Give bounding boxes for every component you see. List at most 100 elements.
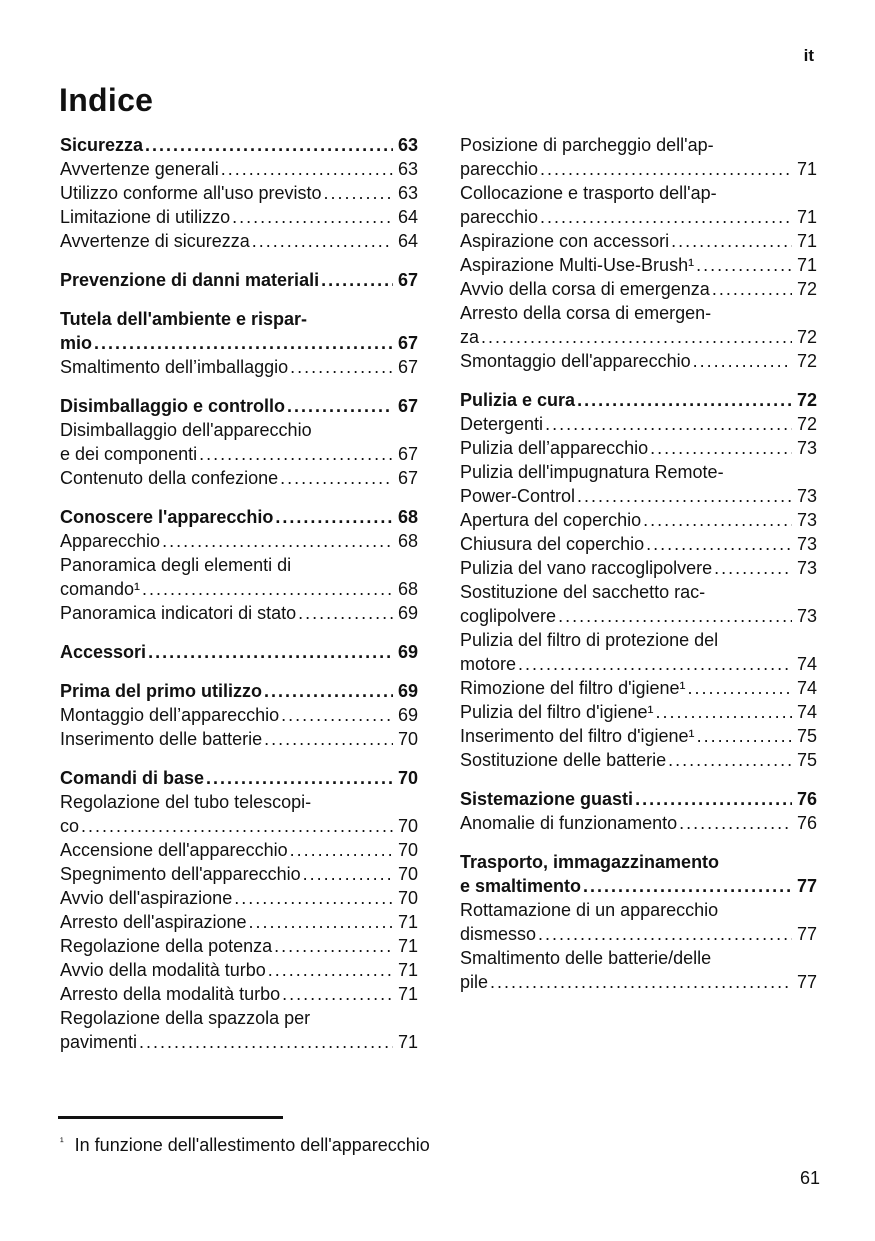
dot-leader [285, 394, 393, 418]
toc-entry-text: Arresto dell'aspirazione [60, 912, 247, 932]
page-title: Indice [59, 82, 154, 118]
toc-entry-line: Apertura del coperchio 73 [460, 508, 817, 532]
dot-leader [695, 724, 792, 748]
toc-entry-line: Accessori 69 [60, 640, 418, 664]
toc-page-number: 74 [796, 702, 817, 722]
toc-entry-line: comando¹ 68 [60, 577, 418, 601]
toc-section: Pulizia e cura72Detergenti72Pulizia dell… [460, 388, 817, 772]
toc-entry: Smaltimento dell’imballaggio 67 [60, 355, 418, 379]
toc-entry-line: Avvertenze di sicurezza 64 [60, 229, 418, 253]
toc-page-number: 63 [397, 135, 418, 155]
toc-entry-text: Arresto della corsa di emergen- [460, 303, 712, 323]
toc-entry-text: parecchio [460, 159, 539, 179]
dot-leader [247, 910, 393, 934]
dot-leader [79, 814, 393, 838]
toc-entry-text: Sostituzione del sacchetto rac- [460, 582, 706, 602]
toc-entry-line: parecchio 71 [460, 157, 817, 181]
toc-page-number: 67 [397, 468, 418, 488]
dot-leader [219, 157, 393, 181]
toc-entry-text: Pulizia del filtro di protezione del [460, 630, 719, 650]
toc-entry-line: Sostituzione delle batterie 75 [460, 748, 817, 772]
toc-page-number: 69 [397, 681, 418, 701]
toc-entry-text: Trasporto, immagazzinamento [460, 852, 720, 872]
dot-leader [575, 484, 792, 508]
dot-leader [296, 601, 393, 625]
toc-entry-text: comando¹ [60, 579, 141, 599]
toc-page-number: 71 [796, 159, 817, 179]
toc-section: Prima del primo utilizzo69Montaggio dell… [60, 679, 418, 751]
toc-entry-text: Regolazione della potenza [60, 936, 273, 956]
toc-entry-text: Prevenzione di danni materiali [60, 270, 320, 290]
toc-entry: Sostituzione delle batterie 75 [460, 748, 817, 772]
toc-page-number: 76 [796, 813, 817, 833]
toc-entry-line: Prima del primo utilizzo 69 [60, 679, 418, 703]
toc-entry: Pulizia dell’apparecchio 73 [460, 436, 817, 460]
toc-page-number: 72 [796, 279, 817, 299]
toc-page-number: 64 [397, 231, 418, 251]
toc-page-number: 77 [796, 924, 817, 944]
toc-entry: Utilizzo conforme all'uso previsto 63 [60, 181, 418, 205]
toc-entry-text: Aspirazione Multi-Use-Brush¹ [460, 255, 695, 275]
toc-page-number: 71 [397, 984, 418, 1004]
toc-entry-text: Pulizia del filtro d'igiene¹ [460, 702, 654, 722]
toc-page-number: 72 [796, 327, 817, 347]
toc-entry-line: Contenuto della confezione 67 [60, 466, 418, 490]
toc-entry: Smaltimento delle batterie/delle pile 77 [460, 946, 817, 994]
toc-entry-text: e dei componenti [60, 444, 198, 464]
toc-page-number: 64 [397, 207, 418, 227]
toc-entry-line: Pulizia dell’apparecchio 73 [460, 436, 817, 460]
toc-entry-text: Sicurezza [60, 135, 144, 155]
toc-entry-text: e smaltimento [460, 876, 582, 896]
toc-page-number: 71 [796, 255, 817, 275]
dot-leader [648, 436, 792, 460]
dot-leader [538, 205, 792, 229]
toc-entry-text: Inserimento delle batterie [60, 729, 263, 749]
toc-entry-text: Regolazione della spazzola per [60, 1008, 311, 1028]
toc-entry: Inserimento del filtro d'igiene¹ 75 [460, 724, 817, 748]
toc-entry: Smontaggio dell'apparecchio 72 [460, 349, 817, 373]
toc-entry: Panoramica indicatori di stato 69 [60, 601, 418, 625]
toc-entry-line: e smaltimento 77 [460, 874, 817, 898]
dot-leader [677, 811, 792, 835]
dot-leader [232, 886, 393, 910]
toc-page-number: 76 [796, 789, 817, 809]
toc-page-number: 77 [796, 972, 817, 992]
page-number: 61 [799, 1168, 820, 1188]
toc-entry-text: Pulizia dell'impugnatura Remote- [460, 462, 724, 482]
toc-entry-line: Conoscere l'apparecchio 68 [60, 505, 418, 529]
toc-section: Disimballaggio e controllo67Disimballagg… [60, 394, 418, 490]
toc-entry-line: Avvio dell'aspirazione 70 [60, 886, 418, 910]
toc-entry-text: Anomalie di funzionamento [460, 813, 678, 833]
toc-page-number: 70 [397, 729, 418, 749]
toc-page-number: 71 [796, 207, 817, 227]
toc-page-number: 73 [796, 534, 817, 554]
dot-leader [488, 970, 792, 994]
toc-entry: Pulizia del vano raccoglipolvere 73 [460, 556, 817, 580]
dot-leader [556, 604, 792, 628]
toc-page-number: 63 [397, 183, 418, 203]
toc-entry: Regolazione della spazzola per pavimenti 7… [60, 1006, 418, 1054]
toc-entry-text: Pulizia dell’apparecchio [460, 438, 649, 458]
toc-entry: Panoramica degli elementi di comando¹ 68 [60, 553, 418, 601]
toc-page-number: 74 [796, 678, 817, 698]
footnote-marker: ¹ [60, 1136, 64, 1148]
toc-section: Tutela dell'ambiente e rispar-mio67Smalt… [60, 307, 418, 379]
toc-entry-line: Detergenti 72 [460, 412, 817, 436]
toc-entry-line: Smontaggio dell'apparecchio 72 [460, 349, 817, 373]
toc-entry-line: Rimozione del filtro d'igiene¹ 74 [460, 676, 817, 700]
toc-page-number: 70 [397, 864, 418, 884]
toc-section-heading-entry: Tutela dell'ambiente e rispar-mio 67 [60, 307, 418, 355]
dot-leader [266, 958, 393, 982]
toc-entry: Arresto della corsa di emergen-za 72 [460, 301, 817, 349]
toc-entry-line: Avvertenze generali 63 [60, 157, 418, 181]
toc-page-number: 73 [796, 486, 817, 506]
toc-entry: Limitazione di utilizzo 64 [60, 205, 418, 229]
dot-leader [581, 874, 792, 898]
dot-leader [92, 331, 393, 355]
dot-leader [543, 412, 792, 436]
toc-page-number: 71 [397, 960, 418, 980]
toc-entry: Pulizia dell'impugnatura Remote- Power-Co… [460, 460, 817, 508]
dot-leader [160, 529, 393, 553]
dot-leader [288, 355, 393, 379]
